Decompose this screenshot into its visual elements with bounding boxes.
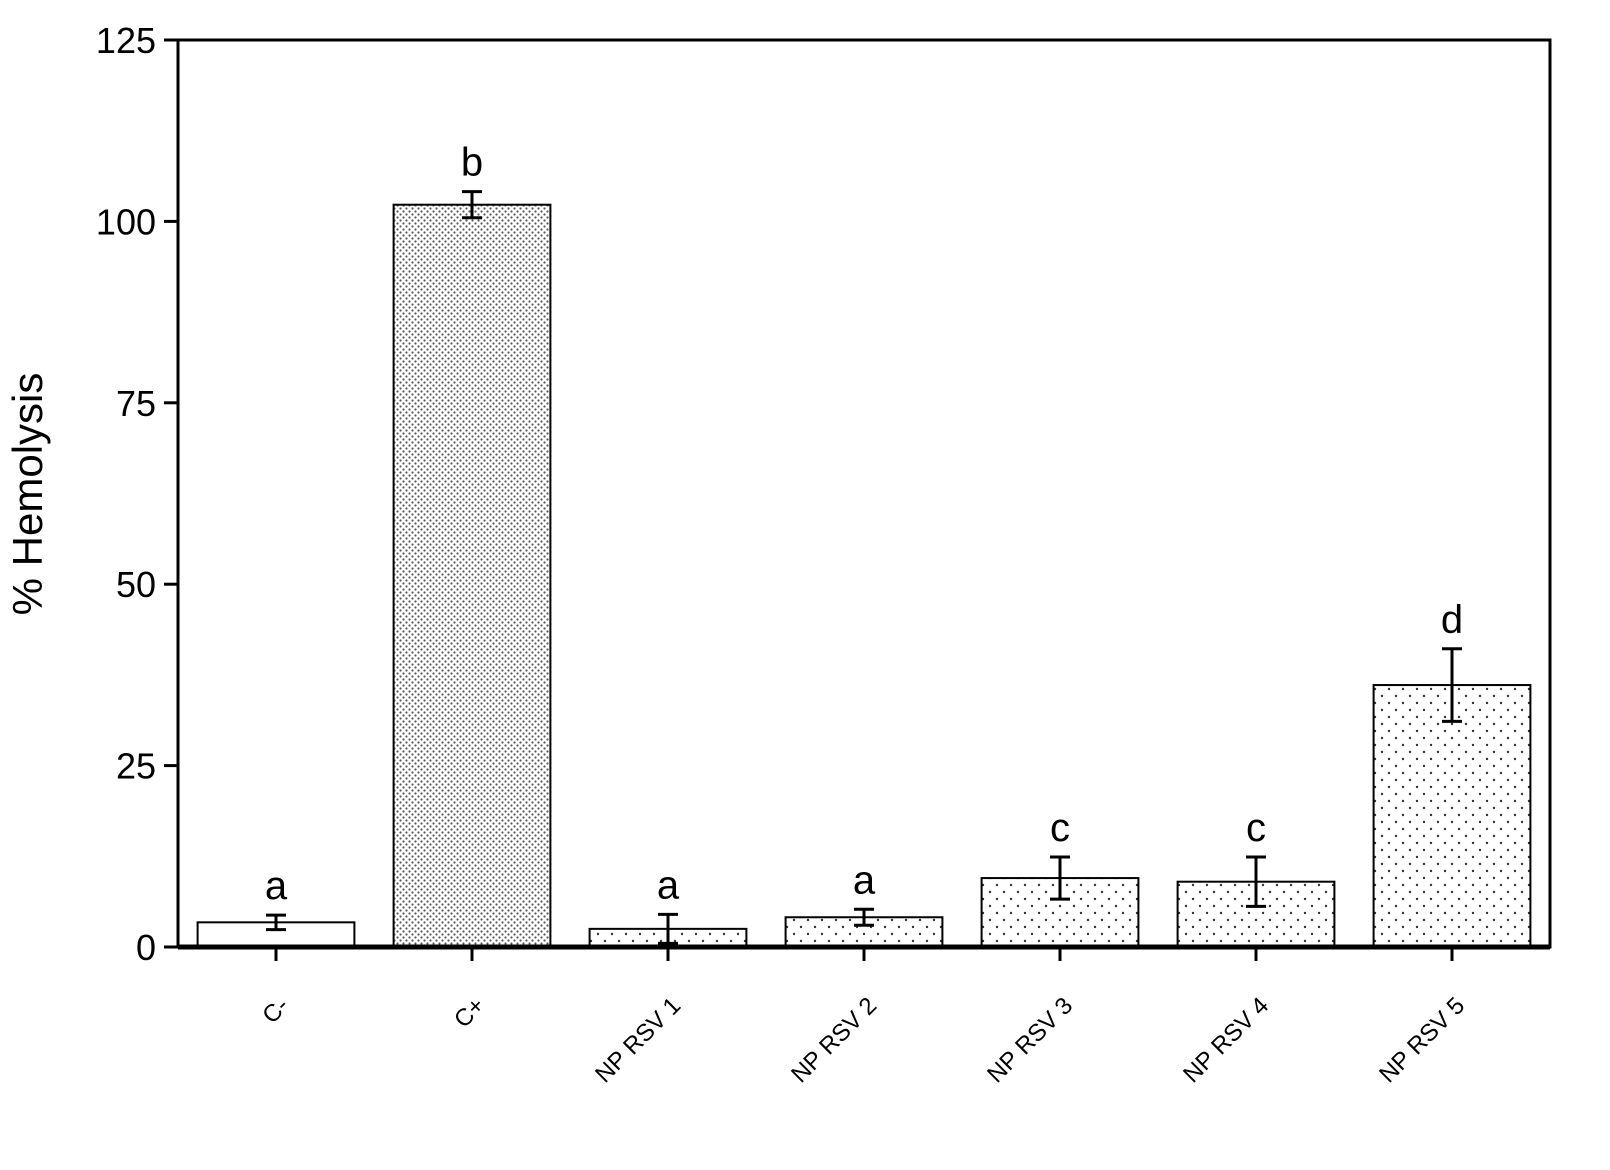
annotation: c — [1246, 806, 1266, 850]
x-tick-label: NP RSV 4 — [1178, 992, 1274, 1088]
x-tick-label: C+ — [449, 992, 490, 1033]
error-bar — [462, 190, 482, 220]
bar — [392, 203, 552, 949]
error-bar — [1442, 647, 1462, 723]
x-tick-label: NP RSV 5 — [1374, 992, 1470, 1088]
x-tick-label: NP RSV 2 — [786, 992, 882, 1088]
annotation: c — [1050, 806, 1070, 850]
x-tick-label: NP RSV 1 — [590, 992, 686, 1088]
x-tick-label: NP RSV 3 — [982, 992, 1078, 1088]
y-tick-label: 100 — [96, 201, 156, 242]
annotation: b — [461, 141, 483, 185]
bar — [1372, 684, 1532, 948]
error-bar — [1050, 855, 1070, 901]
annotation: a — [657, 863, 680, 907]
annotation: d — [1441, 598, 1463, 642]
annotation: a — [265, 864, 288, 908]
plot-frame — [176, 38, 1552, 949]
y-tick-label: 75 — [116, 383, 156, 424]
error-bar — [854, 907, 874, 927]
y-tick-label: 125 — [96, 20, 156, 61]
error-bar — [1246, 855, 1266, 908]
y-tick-label: 50 — [116, 564, 156, 605]
y-tick-label: 0 — [136, 927, 156, 968]
annotation: a — [853, 858, 876, 902]
error-bar — [266, 913, 286, 932]
x-tick-label: C- — [257, 992, 294, 1029]
y-axis-label: % Hemolysis — [4, 373, 51, 616]
error-bar — [658, 912, 678, 945]
y-tick-label: 25 — [116, 746, 156, 787]
